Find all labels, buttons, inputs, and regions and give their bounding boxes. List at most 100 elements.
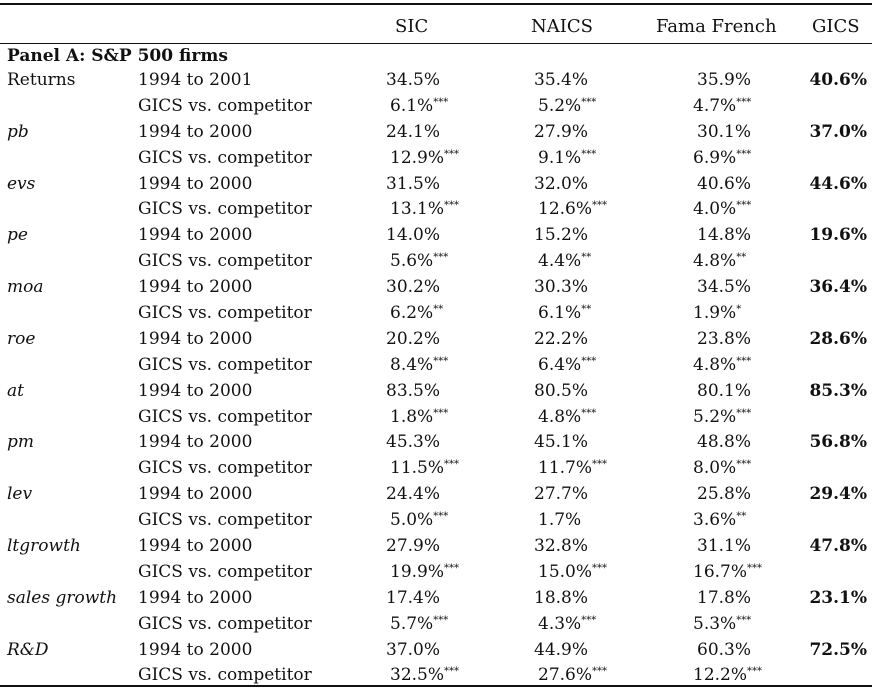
table-row: evs 1994 to 2000 31.5% 32.0% 40.6% 44.6% xyxy=(0,171,874,197)
sic-difference: 32.5%*** xyxy=(390,662,459,688)
table-body: Returns 1994 to 2001 34.5% 35.4% 35.9% 40.6% G… xyxy=(0,67,874,688)
naics-value: 44.9% xyxy=(534,639,589,660)
difference-value: 4.0% xyxy=(693,199,737,220)
table-row-comparison: GICS vs. competitor 12.9%*** 9.1%*** 6.9%**… xyxy=(0,145,874,171)
difference-value: 19.9% xyxy=(390,561,445,582)
naics-value: 80.5% xyxy=(534,380,589,401)
fama-french-difference: 6.9%*** xyxy=(693,145,751,171)
table-row: roe 1994 to 2000 20.2% 22.2% 23.8% 28.6% xyxy=(0,326,874,352)
table-row: moa 1994 to 2000 30.2% 30.3% 34.5% 36.4% xyxy=(0,274,874,300)
table-row: lev 1994 to 2000 24.4% 27.7% 25.8% 29.4% xyxy=(0,481,874,507)
sic-value: 37.0% xyxy=(386,639,441,660)
difference-value: 12.2% xyxy=(693,665,748,686)
gics-value: 72.5% xyxy=(809,639,867,660)
fama-french-difference: 5.3%*** xyxy=(693,611,751,637)
gics-value: 40.6% xyxy=(809,70,867,90)
significance-stars: ** xyxy=(581,304,592,316)
fama-french-value: 14.8% xyxy=(697,225,752,246)
period-cell: 1994 to 2000 xyxy=(138,639,253,660)
significance-stars: *** xyxy=(581,355,597,367)
significance-stars: *** xyxy=(581,614,597,626)
difference-value: 11.7% xyxy=(538,458,593,479)
comparison-label: GICS vs. competitor xyxy=(138,251,312,272)
gics-value: 23.1% xyxy=(809,587,867,608)
significance-stars: *** xyxy=(433,407,449,419)
significance-stars: *** xyxy=(736,148,752,160)
gics-value: 37.0% xyxy=(809,121,867,142)
significance-stars: *** xyxy=(581,148,597,160)
table-row: Returns 1994 to 2001 34.5% 35.4% 35.9% 40.6% xyxy=(0,67,874,93)
difference-value: 5.7% xyxy=(390,613,434,634)
variable-name: pm xyxy=(7,432,35,453)
column-header-gics: GICS xyxy=(812,16,860,37)
table-row: pm 1994 to 2000 45.3% 45.1% 48.8% 56.8% xyxy=(0,429,874,455)
table-row-comparison: GICS vs. competitor 8.4%*** 6.4%*** 4.8%*** xyxy=(0,352,874,378)
naics-difference: 5.2%*** xyxy=(538,93,596,119)
significance-stars: *** xyxy=(736,96,752,108)
gics-value: 36.4% xyxy=(809,277,867,298)
significance-stars: ** xyxy=(736,252,747,264)
table-row-comparison: GICS vs. competitor 1.8%*** 4.8%*** 5.2%*** xyxy=(0,404,874,430)
column-header-sic: SIC xyxy=(395,16,429,37)
table-row: pb 1994 to 2000 24.1% 27.9% 30.1% 37.0% xyxy=(0,119,874,145)
fama-french-difference: 1.9%* xyxy=(693,300,741,326)
significance-stars: * xyxy=(736,304,742,316)
fama-french-difference: 8.0%*** xyxy=(693,455,751,481)
sic-difference: 1.8%*** xyxy=(390,404,448,430)
naics-difference: 6.4%*** xyxy=(538,352,596,378)
sic-difference: 11.5%*** xyxy=(390,455,459,481)
difference-value: 4.8% xyxy=(538,406,582,427)
fama-french-difference: 3.6%** xyxy=(693,507,746,533)
period-cell: 1994 to 2000 xyxy=(138,225,253,246)
comparison-label: GICS vs. competitor xyxy=(138,406,312,427)
comparison-label: GICS vs. competitor xyxy=(138,561,312,582)
significance-stars: *** xyxy=(433,355,449,367)
significance-stars: *** xyxy=(592,459,608,471)
difference-value: 6.4% xyxy=(538,354,582,375)
sic-value: 30.2% xyxy=(386,277,441,298)
naics-value: 30.3% xyxy=(534,277,589,298)
difference-value: 9.1% xyxy=(538,147,582,168)
difference-value: 6.9% xyxy=(693,147,737,168)
naics-value: 32.8% xyxy=(534,536,589,557)
period-cell: 1994 to 2000 xyxy=(138,484,253,505)
difference-value: 1.7% xyxy=(538,510,582,531)
difference-value: 4.7% xyxy=(693,95,737,116)
naics-difference: 27.6%*** xyxy=(538,662,607,688)
difference-value: 5.2% xyxy=(538,95,582,116)
significance-stars: *** xyxy=(433,511,449,523)
fama-french-value: 48.8% xyxy=(697,432,752,453)
sic-value: 83.5% xyxy=(386,380,441,401)
difference-value: 13.1% xyxy=(390,199,445,220)
fama-french-value: 17.8% xyxy=(697,587,752,608)
variable-name: roe xyxy=(7,328,36,349)
table-row-comparison: GICS vs. competitor 5.0%*** 1.7% 3.6%** xyxy=(0,507,874,533)
difference-value: 4.8% xyxy=(693,251,737,272)
significance-stars: *** xyxy=(444,459,460,471)
table-row-comparison: GICS vs. competitor 19.9% *** 15.0%*** 16.7%… xyxy=(0,559,874,585)
sic-value: 24.1% xyxy=(386,121,441,142)
comparison-label: GICS vs. competitor xyxy=(138,354,312,375)
naics-value: 27.7% xyxy=(534,484,589,505)
gics-value: 44.6% xyxy=(809,173,867,194)
naics-difference: 15.0%*** xyxy=(538,559,607,585)
variable-name: Returns xyxy=(7,70,76,90)
naics-difference: 4.3%*** xyxy=(538,611,596,637)
gics-value: 56.8% xyxy=(809,432,867,453)
gics-value: 29.4% xyxy=(809,484,867,505)
naics-value: 18.8% xyxy=(534,587,589,608)
sic-value: 27.9% xyxy=(386,536,441,557)
sic-difference: 13.1%*** xyxy=(390,196,459,222)
significance-stars: *** xyxy=(747,562,763,574)
period-cell: 1994 to 2000 xyxy=(138,173,253,194)
fama-french-difference: 16.7%*** xyxy=(693,559,762,585)
significance-stars: *** xyxy=(433,252,449,264)
period-cell: 1994 to 2000 xyxy=(138,536,253,557)
variable-name: evs xyxy=(7,173,36,194)
naics-value: 15.2% xyxy=(534,225,589,246)
table-row-comparison: GICS vs. competitor 6.2%** 6.1%** 1.9%* xyxy=(0,300,874,326)
difference-value: 8.4% xyxy=(390,354,434,375)
period-cell: 1994 to 2001 xyxy=(138,70,253,90)
naics-value: 32.0% xyxy=(534,173,589,194)
fama-french-value: 25.8% xyxy=(697,484,752,505)
